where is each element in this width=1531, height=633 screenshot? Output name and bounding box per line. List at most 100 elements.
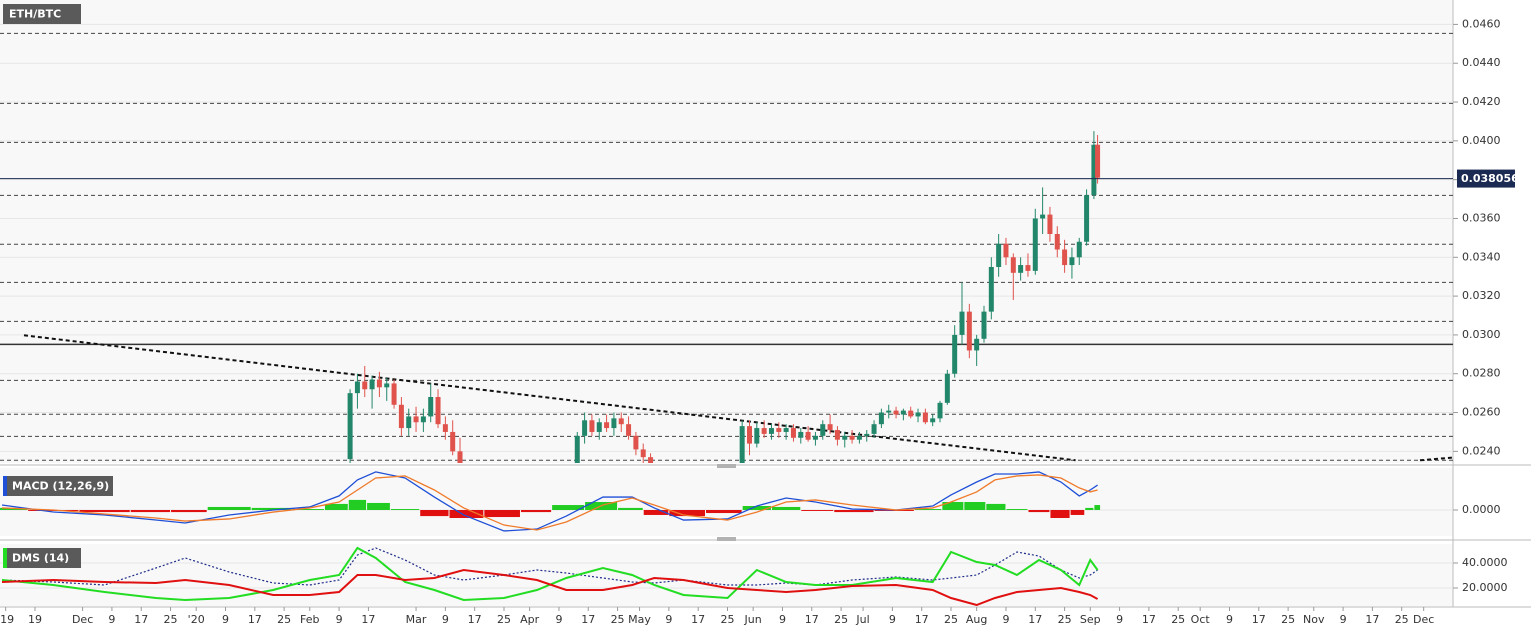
candle-body <box>827 424 833 431</box>
histogram-bar <box>942 502 964 510</box>
histogram-bar <box>986 503 1006 510</box>
candle-body <box>783 428 789 432</box>
x-tick-label: 25 <box>721 613 735 626</box>
x-tick-label: 17 <box>1365 613 1379 626</box>
candle-body <box>1010 257 1016 273</box>
histogram-bar <box>801 510 834 511</box>
candle-body <box>435 397 441 425</box>
candle-body <box>922 412 928 423</box>
x-tick-label: 25 <box>1171 613 1185 626</box>
histogram-bar <box>367 502 390 510</box>
histogram-bar <box>618 507 643 510</box>
x-tick-label: 17 <box>691 613 705 626</box>
histogram-bar <box>706 510 742 514</box>
histogram-bar <box>420 510 449 517</box>
histogram-bar <box>1028 510 1050 513</box>
x-tick-label: Aug <box>966 613 987 626</box>
candle-body <box>988 266 994 312</box>
x-tick-label: 25 <box>1281 613 1295 626</box>
candle-body <box>981 311 987 339</box>
candle-body <box>1003 243 1009 258</box>
x-tick-label: Sep <box>1080 613 1101 626</box>
candle-body <box>450 431 456 452</box>
y-tick-label: 0.0320 <box>1462 289 1501 302</box>
y-tick-label: 0.0240 <box>1462 444 1501 457</box>
macd-badge-stripe <box>3 476 7 496</box>
y-tick-label: 20.0000 <box>1462 581 1508 594</box>
main-plot <box>0 32 1453 463</box>
y-tick-label: 0.0280 <box>1462 367 1501 380</box>
candle-body <box>1069 257 1075 266</box>
x-tick-label: Mar <box>406 613 427 626</box>
candle-body <box>776 428 782 432</box>
candle-body <box>944 373 950 403</box>
candle-body <box>582 420 588 436</box>
histogram-bar <box>520 510 552 513</box>
candle-body <box>626 424 632 436</box>
candle-body <box>768 428 774 434</box>
candle-body <box>871 424 877 434</box>
x-tick-label: 17 <box>1142 613 1156 626</box>
candle-body <box>908 410 914 417</box>
candle-body <box>1062 249 1068 266</box>
plot-layer: 0.0240 0.0260 0.0280 0.0300 0.0320 0.0340 0.03… <box>0 17 1519 626</box>
histogram-bar <box>251 507 291 510</box>
x-tick-label: Feb <box>300 613 319 626</box>
candle-body <box>1091 144 1097 196</box>
x-tick-label: 25 <box>611 613 625 626</box>
y-tick-label: 0.0420 <box>1462 95 1501 108</box>
candle-body <box>633 435 639 450</box>
x-tick-label: 9 <box>108 613 115 626</box>
candle-body <box>790 428 796 438</box>
x-tick-label: 17 <box>248 613 262 626</box>
candle-body <box>1084 195 1090 242</box>
trend-line <box>1419 456 1453 462</box>
x-tick-label: Dec <box>72 613 93 626</box>
histogram-bar <box>669 510 706 517</box>
histogram-bar <box>552 505 585 510</box>
x-tick-label: 25 <box>834 613 848 626</box>
candle-body <box>604 422 610 429</box>
candle-body <box>856 435 862 440</box>
candle-body <box>761 428 767 434</box>
y-tick-label: 0.0360 <box>1462 211 1501 224</box>
candle-body <box>648 457 654 463</box>
y-tick-label: 0.0440 <box>1462 56 1501 69</box>
dms-badge-stripe <box>3 548 7 568</box>
histogram-bar <box>324 503 348 510</box>
candle-body <box>420 416 426 423</box>
histogram-bar <box>1050 510 1070 518</box>
candle-body <box>849 435 855 440</box>
x-tick-label: May <box>628 613 651 626</box>
candle-body <box>611 418 617 429</box>
candle-body <box>384 383 390 388</box>
candle-body <box>369 379 375 390</box>
candle-body <box>1076 241 1082 258</box>
x-tick-label: 9 <box>1116 613 1123 626</box>
x-tick-label: 9 <box>889 613 896 626</box>
x-tick-label: Jul <box>855 613 869 626</box>
candle-body <box>376 379 382 388</box>
x-tick-label: 17 <box>468 613 482 626</box>
indicator-line <box>1 547 1098 586</box>
candle-body <box>974 338 980 351</box>
candle-body <box>442 424 448 432</box>
histogram-bar <box>449 510 484 518</box>
histogram-bar <box>291 509 324 510</box>
x-tick-label: 17 <box>581 613 595 626</box>
candle-body <box>937 402 943 419</box>
x-tick-label: 17 <box>361 613 375 626</box>
macd-title: MACD (12,26,9) <box>12 480 109 493</box>
x-tick-label: 9 <box>779 613 786 626</box>
x-tick-label: 9 <box>665 613 672 626</box>
candle-body <box>754 428 760 444</box>
candle-body <box>1032 218 1038 271</box>
macd-panel <box>0 468 1453 536</box>
candle-body <box>864 433 870 436</box>
title-badge <box>3 4 81 24</box>
candle-body <box>413 416 419 423</box>
histogram-bar <box>643 510 669 515</box>
candle-body <box>798 431 804 438</box>
candle-body <box>589 420 595 432</box>
x-tick-label: Jun <box>744 613 762 626</box>
